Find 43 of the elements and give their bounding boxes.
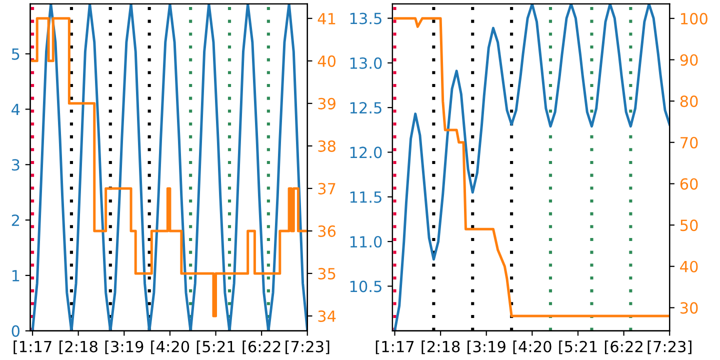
x-tick-label: [7:23] (286, 340, 330, 354)
x-tick-label: [5:21 (196, 340, 234, 354)
y2-tick-label: 40 (318, 55, 336, 67)
x-tick-label: [1:17 (14, 340, 52, 354)
y-tick-label: 13.0 (350, 57, 382, 69)
y-tick-label: 11.0 (350, 236, 382, 248)
y-tick-label: 12.5 (350, 102, 382, 114)
x-tick-label: [5:21 (559, 340, 597, 354)
y2-tick-label: 70 (680, 136, 698, 148)
y2-tick-label: 100 (681, 12, 708, 24)
y2-tick-label: 34 (318, 310, 336, 322)
y-tick-label: 1 (12, 270, 20, 282)
y-tick-label: 3 (12, 159, 20, 171)
y-tick-label: 2 (12, 214, 19, 226)
y-tick-label: 12.0 (350, 146, 382, 158)
y2-tick-label: 90 (680, 54, 698, 66)
x-tick-label: [6:22 (242, 340, 280, 354)
x-tick-label: [1:17 (376, 340, 414, 354)
y-tick-label: 13.5 (350, 12, 382, 24)
y2-tick-label: 50 (680, 220, 698, 232)
x-tick-label: [4:20 (513, 340, 552, 354)
y2-tick-label: 38 (318, 140, 336, 152)
y-tick-label: 0 (12, 325, 20, 337)
y-tick-label: 10.5 (350, 280, 382, 292)
x-tick-label: [3:19 (105, 340, 144, 354)
y2-tick-label: 37 (318, 182, 336, 194)
y-tick-label: 11.5 (350, 192, 382, 203)
y2-tick-label: 39 (318, 98, 336, 110)
y2-tick-label: 36 (318, 225, 336, 237)
y2-tick-label: 80 (680, 96, 698, 108)
y2-tick-label: 35 (318, 268, 336, 280)
y-tick-label: 4 (12, 104, 20, 116)
x-tick-label: [3:19 (468, 340, 506, 354)
y2-tick-label: 60 (680, 178, 698, 190)
x-tick-label: [2:18 (60, 340, 98, 354)
y-tick-label: 5 (12, 48, 20, 60)
y2-tick-label: 41 (318, 13, 336, 24)
x-tick-label: [6:22 (604, 340, 642, 354)
y2-tick-label: 30 (680, 302, 698, 314)
x-tick-label: [2:18 (422, 340, 460, 354)
x-tick-label: [4:20 (151, 340, 190, 354)
y2-tick-label: 40 (680, 260, 698, 272)
x-tick-label: [7:23] (648, 340, 692, 354)
